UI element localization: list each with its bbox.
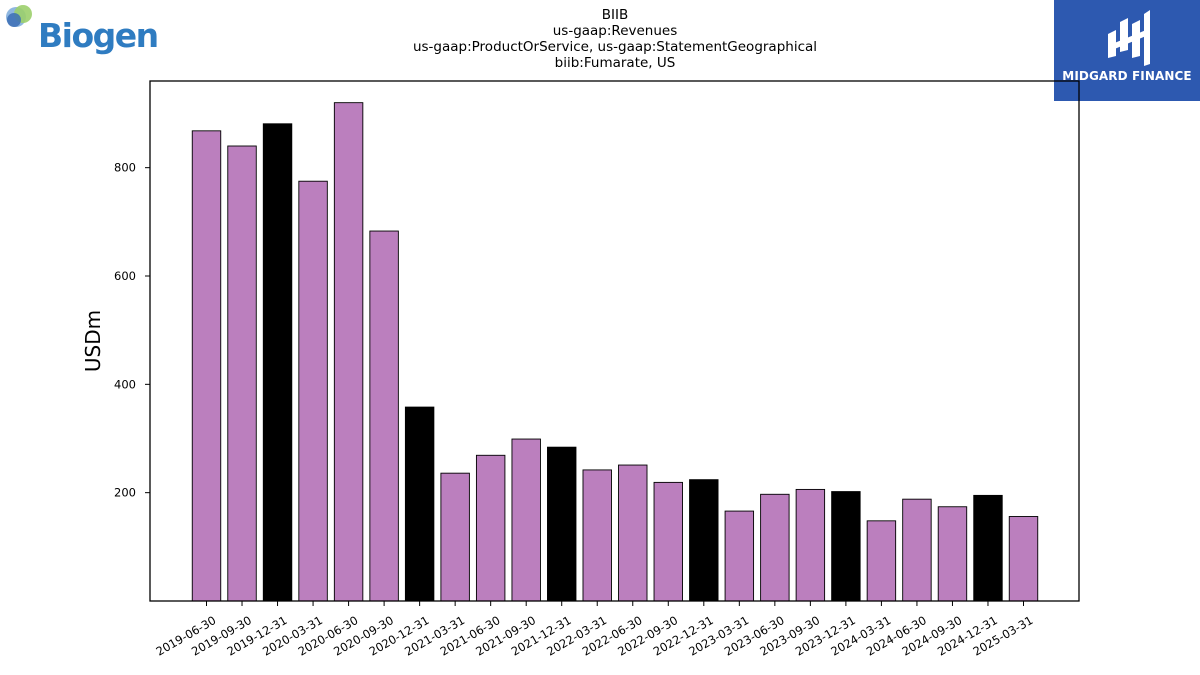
bar-2021-09-30 [511, 438, 541, 602]
bar-2022-12-31 [689, 479, 719, 602]
bar-2024-09-30 [937, 506, 968, 602]
y-tick-label: 600 [114, 269, 136, 283]
bar-2022-03-31 [582, 469, 612, 602]
bar-2019-06-30 [191, 130, 222, 602]
bar-series [191, 102, 1039, 602]
bar-2019-09-30 [227, 145, 257, 602]
midgard-finance-logo: MIDGARD FINANCE [1054, 0, 1200, 101]
biogen-logo: Biogen [4, 4, 159, 56]
bar-2020-03-31 [298, 180, 328, 602]
x-axis-ticks: 2019-06-302019-09-302019-12-312020-03-31… [154, 601, 1035, 659]
bar-2023-03-31 [724, 510, 755, 602]
title-line-members: biib:Fumarate, US [554, 55, 676, 71]
midgard-emblem-icon [1108, 10, 1150, 66]
bar-2021-03-31 [440, 472, 470, 602]
y-tick-label: 800 [114, 161, 136, 175]
midgard-wordmark: MIDGARD FINANCE [1062, 69, 1192, 83]
bar-2023-12-31 [831, 491, 861, 602]
bar-2020-06-30 [333, 102, 364, 602]
bar-2021-12-31 [547, 446, 577, 602]
bar-2021-06-30 [475, 454, 506, 602]
title-line-axes: us-gaap:ProductOrService, us-gaap:Statem… [412, 39, 818, 55]
chart-title: BIIB us-gaap:Revenues us-gaap:ProductOrS… [300, 7, 930, 71]
bar-2022-06-30 [618, 464, 648, 602]
y-axis-label: USDm [81, 310, 105, 372]
bar-2023-09-30 [795, 488, 826, 602]
biogen-wordmark: Biogen [38, 16, 159, 55]
plot-frame [149, 80, 1080, 602]
title-line-ticker: BIIB [601, 7, 629, 23]
bar-2023-06-30 [760, 493, 790, 602]
bar-2024-12-31 [973, 494, 1003, 602]
y-tick-label: 400 [114, 377, 136, 391]
bar-2020-09-30 [369, 230, 399, 602]
bar-2019-12-31 [262, 123, 293, 602]
y-axis-ticks: 200 400 600 800 [114, 161, 150, 500]
bar-2020-12-31 [404, 406, 435, 602]
bar-2024-03-31 [866, 520, 897, 602]
bar-2025-03-31 [1008, 516, 1039, 602]
biogen-globe-icon [6, 5, 32, 27]
y-tick-label: 200 [114, 486, 136, 500]
bar-2024-06-30 [902, 498, 932, 602]
title-line-concept: us-gaap:Revenues [552, 23, 678, 39]
bar-2022-09-30 [653, 481, 683, 602]
